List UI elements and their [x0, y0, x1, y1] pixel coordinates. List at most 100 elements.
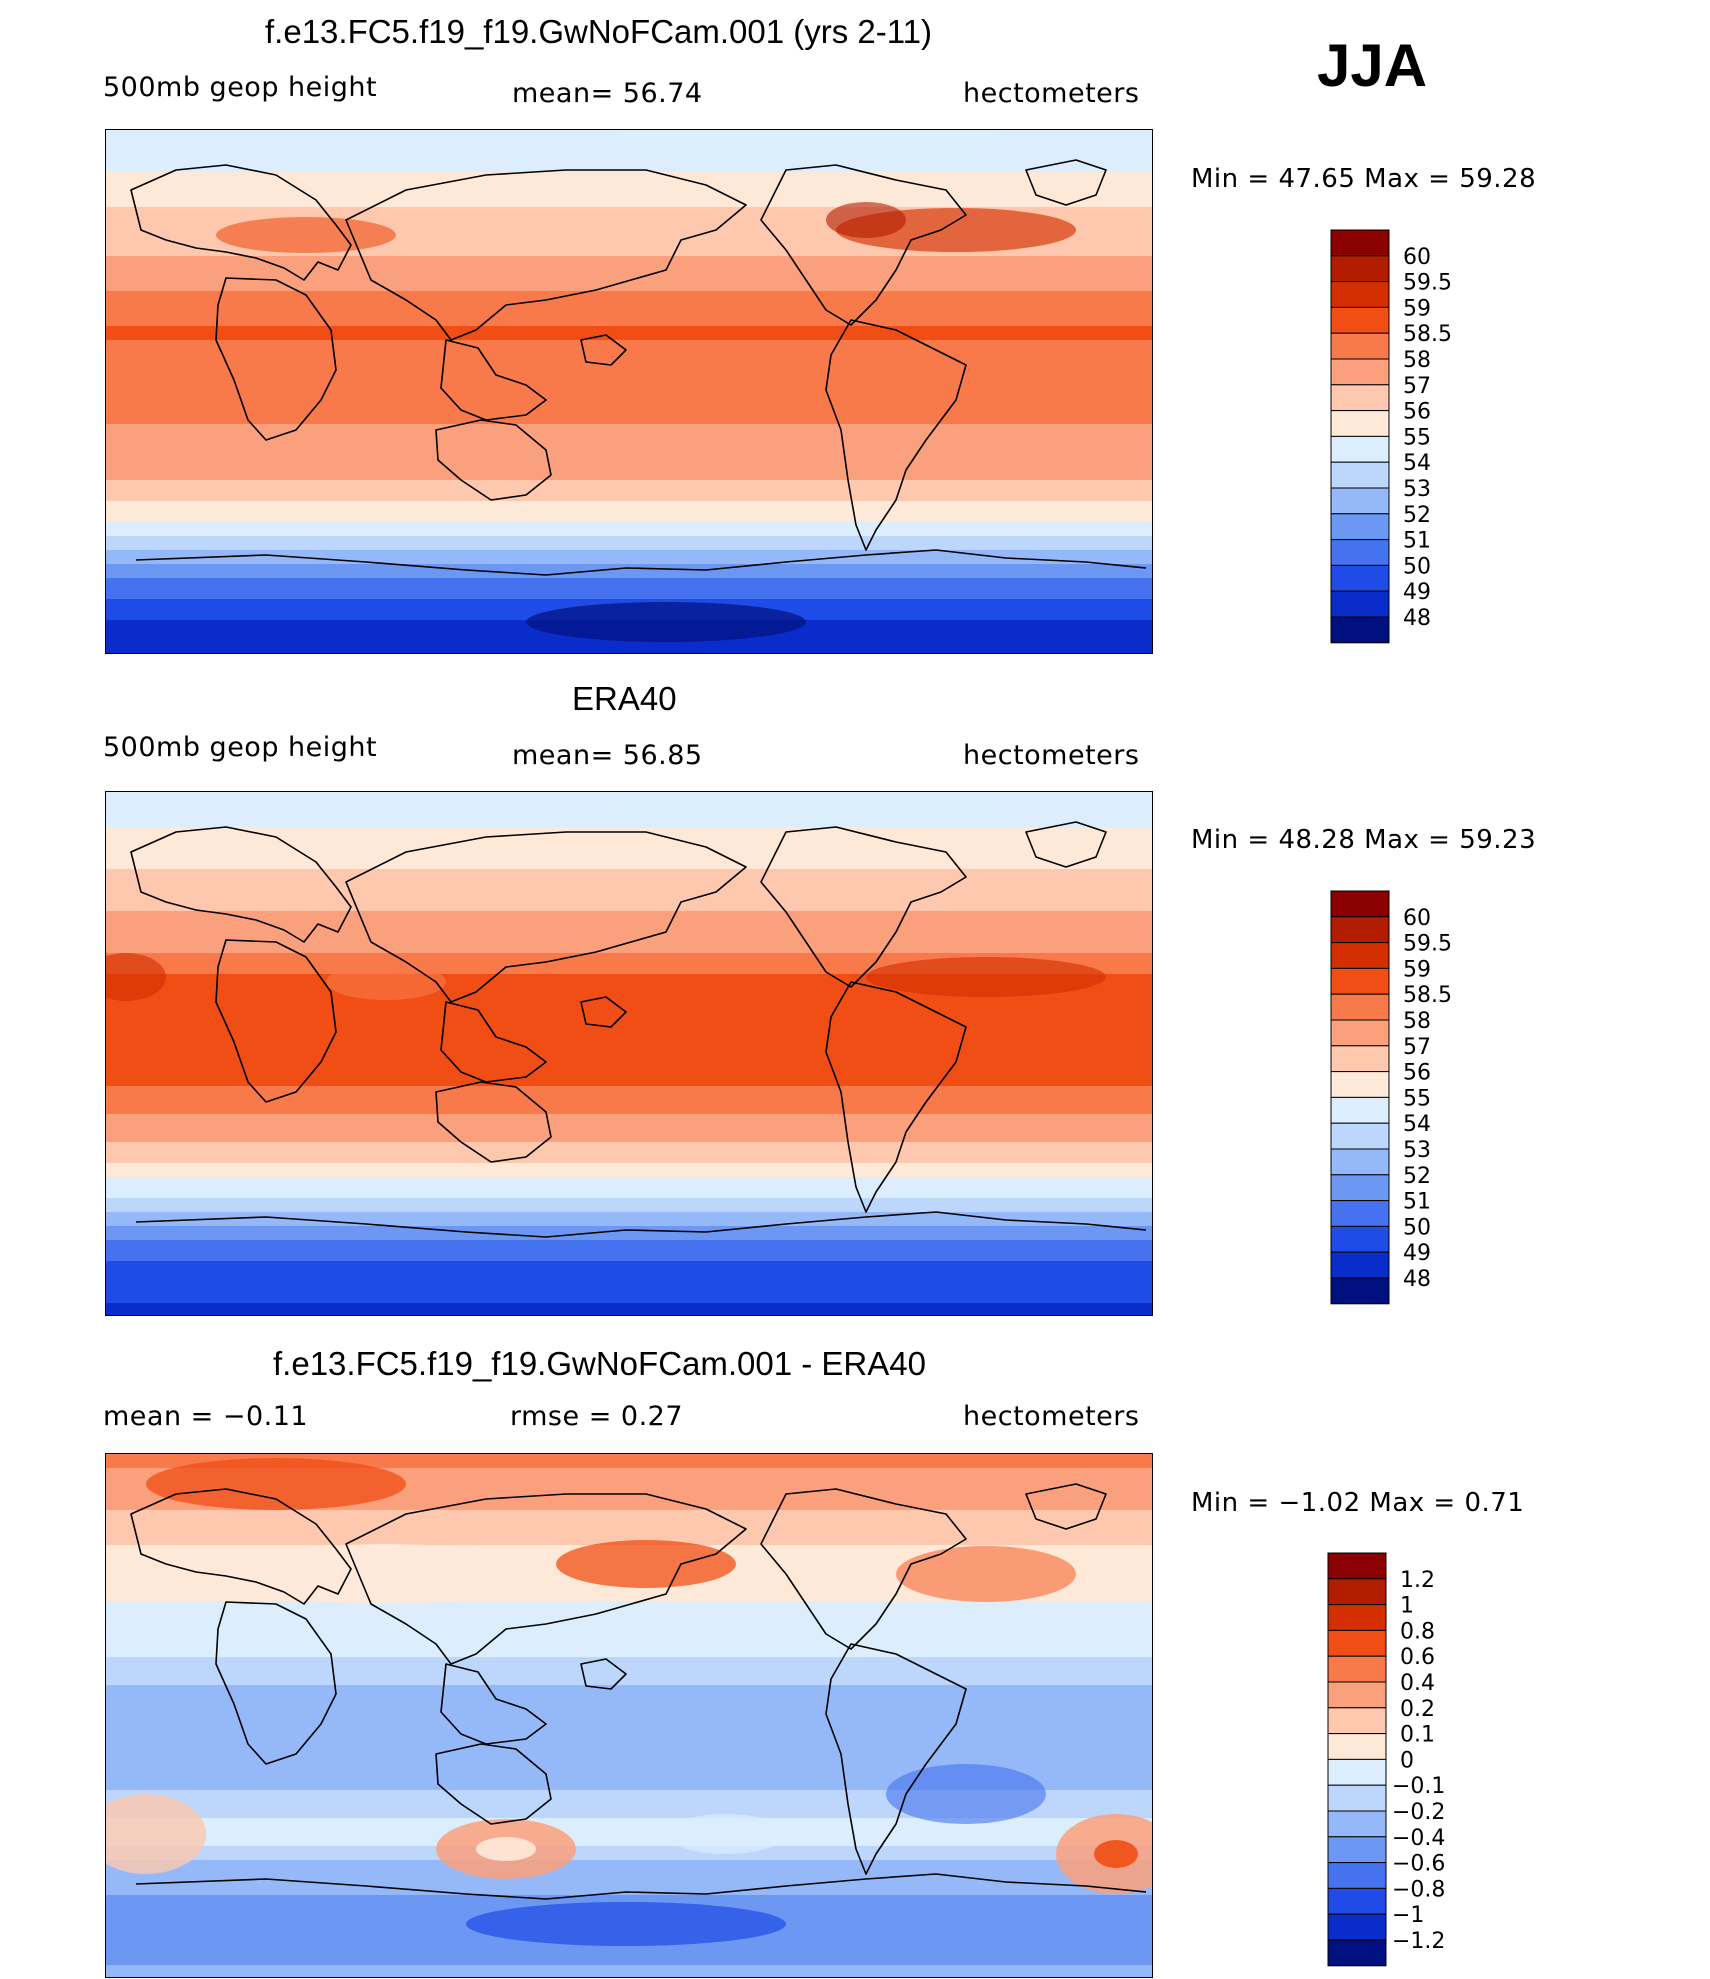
panel-3-coastlines: [130, 1483, 1147, 1900]
colorbar-swatch: [1330, 1045, 1390, 1073]
contour-band: [106, 820, 1152, 828]
contour-band: [106, 326, 1152, 334]
coastline-segment: [580, 996, 627, 1028]
contour-band: [106, 1128, 1152, 1136]
colorbar-swatch: [1330, 1122, 1390, 1150]
colorbar-tick-label: −1: [1392, 1903, 1424, 1928]
contour-band: [106, 883, 1152, 891]
panel-2-units-label: hectometers: [963, 740, 1140, 771]
colorbar-swatch: [1327, 1784, 1387, 1812]
colorbar-tick-label: 58: [1403, 1009, 1431, 1034]
contour-band: [106, 424, 1152, 432]
colorbar-tick-label: 55: [1403, 1086, 1431, 1111]
contour-band: [106, 925, 1152, 933]
panel-1-mean-label: mean= 56.74: [512, 78, 703, 109]
contour-band: [106, 1219, 1152, 1227]
colorbar-swatch: [1330, 461, 1390, 489]
colorbar-tick-label: 0.6: [1400, 1645, 1435, 1670]
contour-band: [106, 1706, 1152, 1714]
coastline-segment: [135, 549, 1147, 576]
contour-band: [106, 641, 1152, 649]
contour-band: [106, 557, 1152, 565]
contour-band: [106, 1016, 1152, 1024]
contour-band: [106, 445, 1152, 453]
contour-band: [106, 1282, 1152, 1290]
colorbar-swatch: [1330, 410, 1390, 437]
contour-band: [106, 1496, 1152, 1504]
contour-band: [106, 1671, 1152, 1679]
contour-band: [106, 382, 1152, 390]
colorbar-tick-label: 60: [1403, 245, 1431, 270]
contour-band: [106, 242, 1152, 250]
contour-band: [106, 890, 1152, 898]
panel-3-contour-bands: [106, 1454, 1152, 1977]
contour-band: [106, 368, 1152, 376]
contour-band: [106, 1615, 1152, 1623]
colorbar-swatch: [1330, 1251, 1390, 1279]
contour-band: [106, 1825, 1152, 1833]
contour-band: [106, 988, 1152, 996]
contour-band: [106, 967, 1152, 975]
colorbar-tick-label: 50: [1403, 554, 1431, 579]
contour-band: [106, 389, 1152, 397]
contour-band: [106, 249, 1152, 257]
panel-1-contour-bands: [106, 130, 1152, 653]
contour-band: [106, 1240, 1152, 1248]
colorbar-swatch: [1330, 890, 1390, 918]
colorbar-tick-label: 59.5: [1403, 271, 1452, 296]
contour-band: [106, 1874, 1152, 1882]
coastline-segment: [825, 319, 967, 551]
coastline-segment: [760, 826, 967, 988]
contour-band: [106, 897, 1152, 905]
contour-band: [106, 319, 1152, 327]
contour-band: [106, 340, 1152, 348]
contour-band: [106, 1944, 1152, 1952]
panel-1-regional-features: [216, 130, 1076, 642]
contour-band: [106, 1951, 1152, 1959]
contour-band: [106, 1755, 1152, 1763]
colorbar-swatch: [1330, 942, 1390, 969]
coastline-segment: [130, 826, 352, 943]
contour-band: [106, 207, 1152, 215]
colorbar-swatch: [1327, 1629, 1387, 1657]
coastline-segment: [215, 277, 337, 441]
contour-band: [106, 911, 1152, 919]
coastline-segment: [580, 334, 627, 366]
contour-band: [106, 841, 1152, 849]
contour-band: [106, 270, 1152, 278]
contour-band: [106, 228, 1152, 236]
panel-3-regional-features: [106, 1458, 1152, 1946]
colorbar-tick-label: 48: [1403, 1267, 1431, 1292]
contour-band: [106, 1114, 1152, 1122]
colorbar-swatch: [1330, 1200, 1390, 1227]
colorbar-tick-label: 49: [1403, 580, 1431, 605]
colorbar-tick-label: 56: [1403, 400, 1431, 425]
contour-band: [106, 529, 1152, 537]
contour-band: [106, 172, 1152, 180]
coastline-segment: [440, 339, 547, 421]
contour-band: [106, 193, 1152, 201]
contour-band: [106, 1699, 1152, 1707]
coastline-segment: [130, 164, 352, 281]
contour-band: [106, 1622, 1152, 1630]
colorbar-tick-label: 56: [1403, 1061, 1431, 1086]
panel-2-colorbar: 60 59.5 59 58.5 58 57 56 55 54 53 52 51 50 49 48: [1330, 890, 1591, 1306]
coastline-segment: [825, 1643, 967, 1875]
panel-3-units-label: hectometers: [963, 1401, 1140, 1432]
colorbar-swatch: [1327, 1836, 1387, 1864]
contour-band: [106, 494, 1152, 502]
colorbar-swatch: [1330, 1225, 1390, 1253]
colorbar-swatch: [1330, 993, 1390, 1021]
panel-3-colorbar: 1.2 1 0.8 0.6 0.4 0.2 0.1 0 −0.1 −0.2 −0.4 −0.6 −0.8…: [1327, 1552, 1588, 1968]
contour-band: [106, 403, 1152, 411]
coastline-segment: [345, 831, 747, 1003]
contour-band: [106, 396, 1152, 404]
colorbar-tick-label: 59: [1403, 957, 1431, 982]
contour-band: [106, 354, 1152, 362]
contour-band: [106, 1790, 1152, 1798]
contour-band: [106, 1769, 1152, 1777]
colorbar-tick-label: 59.5: [1403, 932, 1452, 957]
contour-band: [106, 904, 1152, 912]
contour-band: [106, 1296, 1152, 1304]
